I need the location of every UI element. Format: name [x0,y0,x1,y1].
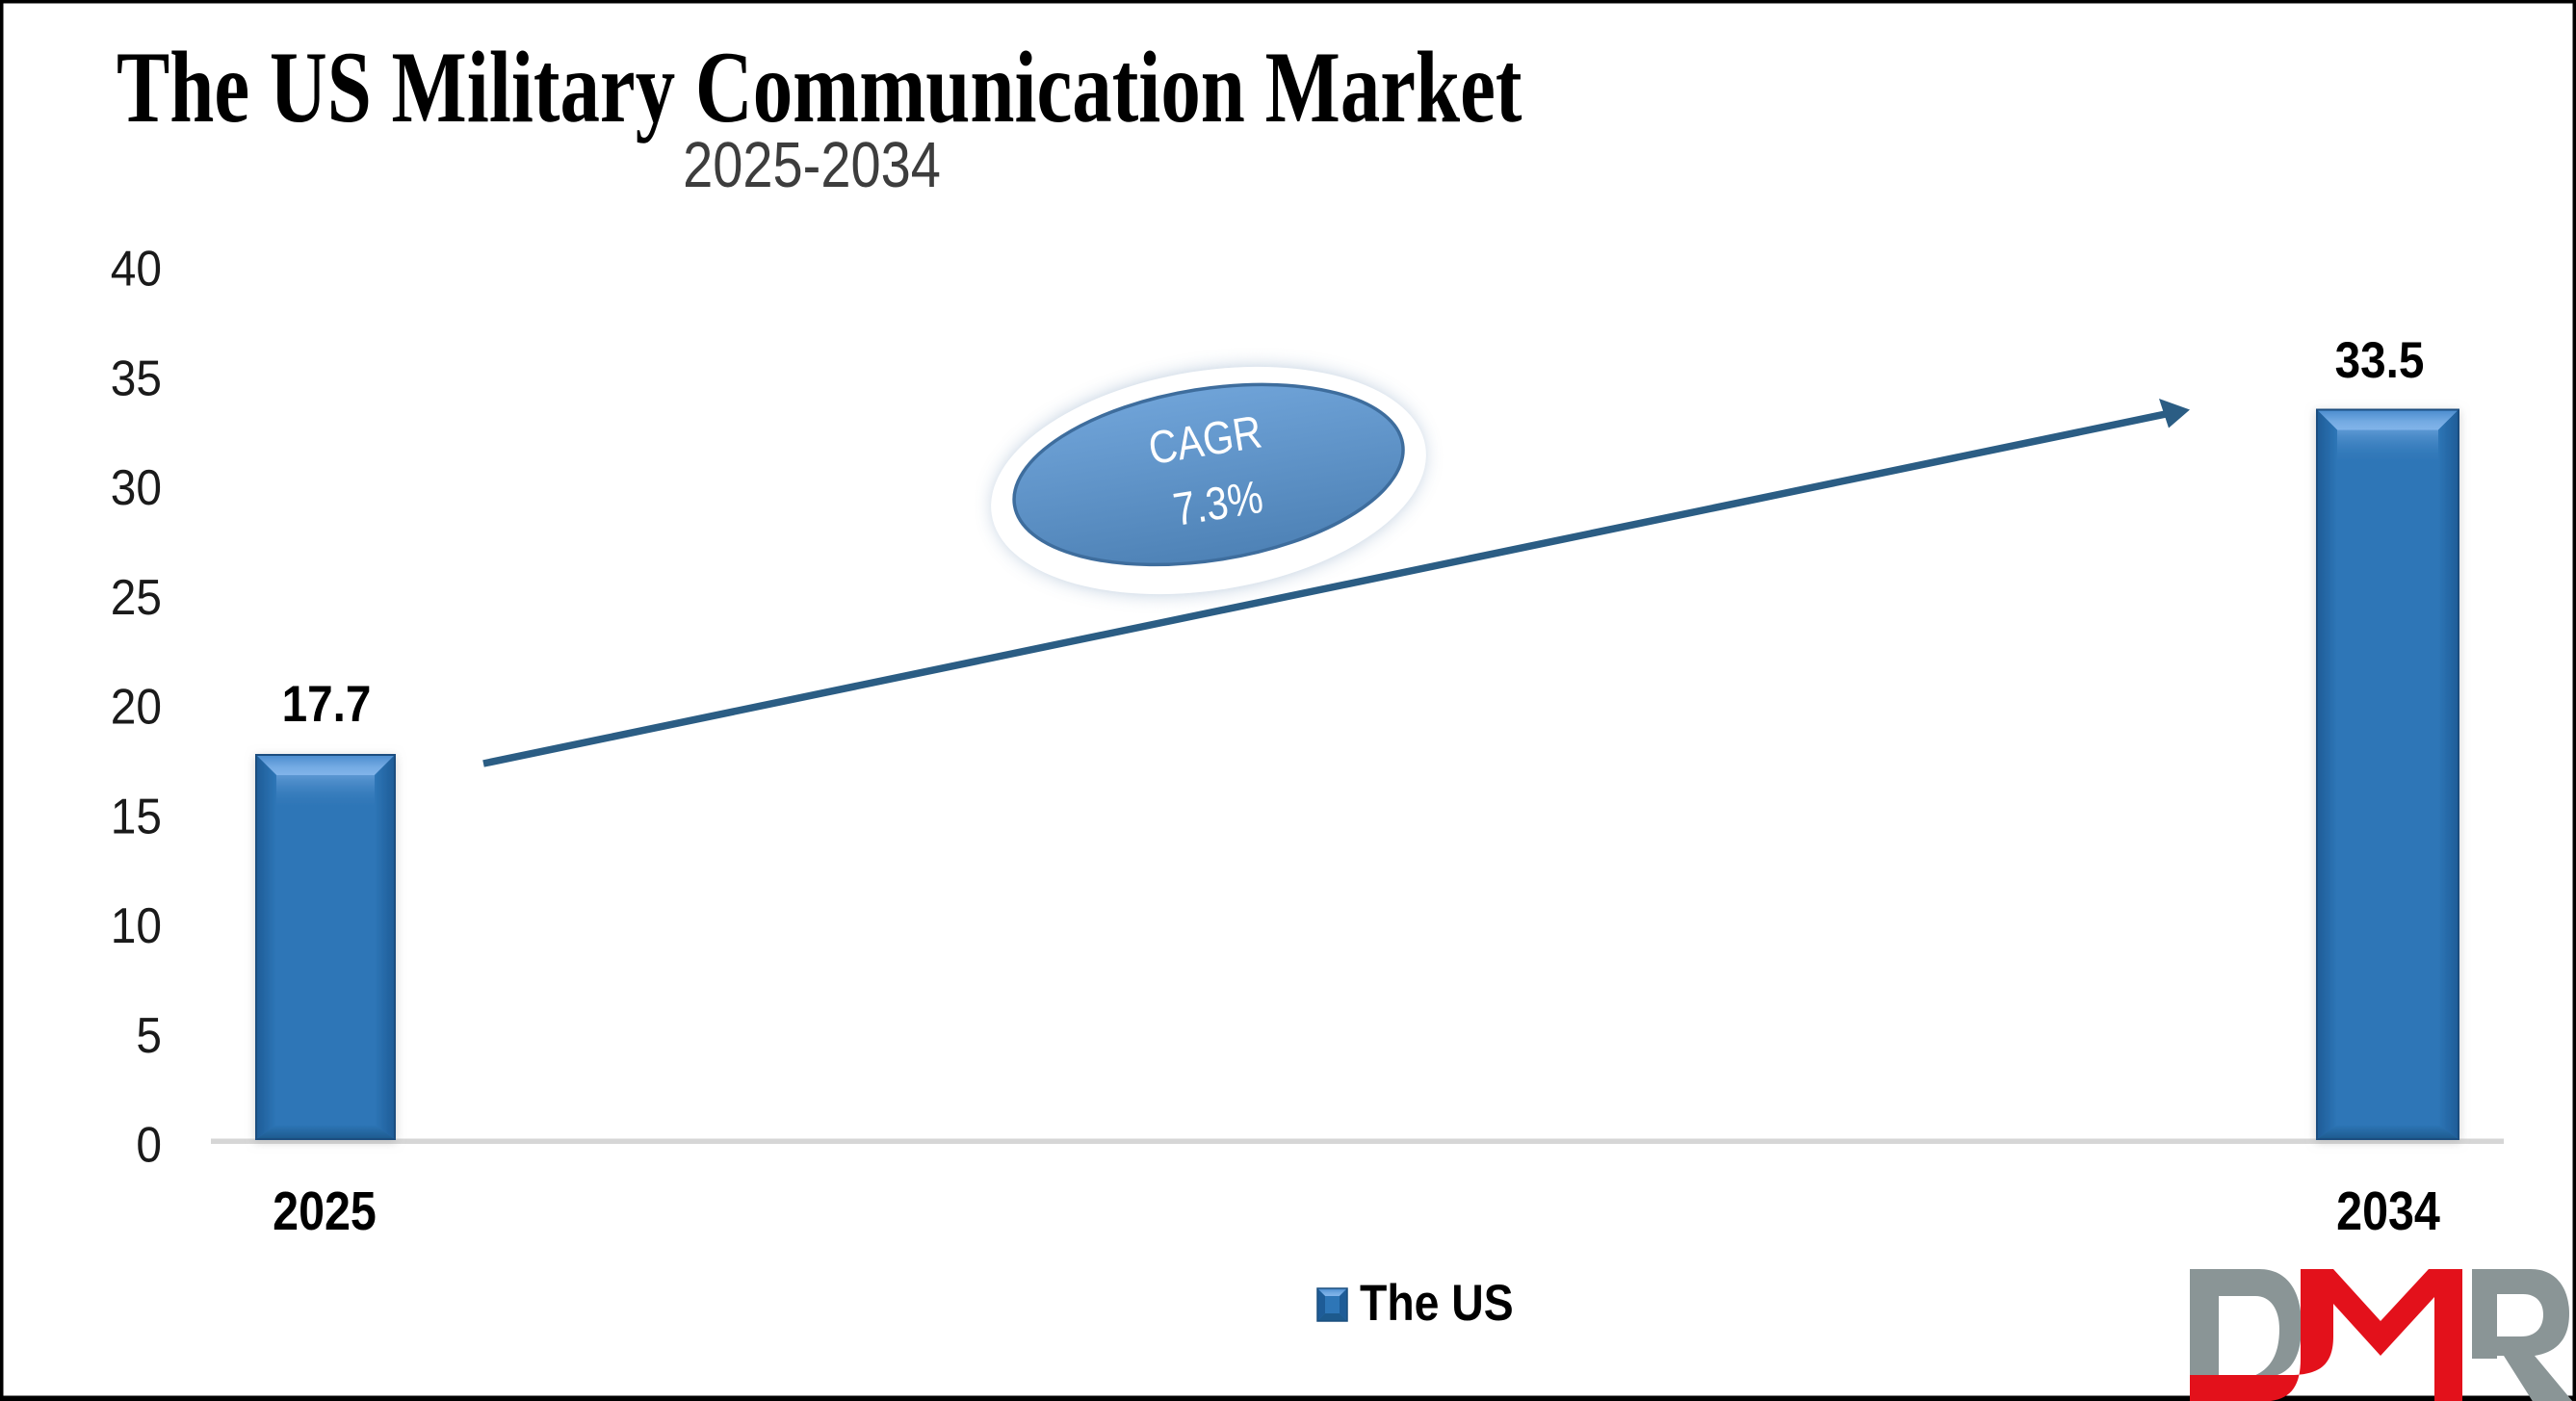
svg-text:33.5: 33.5 [2335,331,2425,389]
svg-text:2034: 2034 [2336,1180,2440,1242]
svg-text:40: 40 [111,241,162,297]
svg-text:2025-2034: 2025-2034 [683,129,941,201]
svg-text:17.7: 17.7 [282,675,372,733]
svg-text:0: 0 [136,1117,162,1173]
svg-text:The US: The US [1360,1274,1514,1332]
svg-text:30: 30 [111,459,162,515]
svg-text:10: 10 [111,897,162,953]
svg-text:25: 25 [111,569,162,625]
svg-text:20: 20 [111,679,162,735]
svg-text:The US Military Communication: The US Military Communication Market [117,30,1522,143]
svg-text:35: 35 [111,350,162,406]
svg-text:15: 15 [111,789,162,844]
svg-text:2025: 2025 [273,1180,377,1242]
svg-text:5: 5 [136,1007,162,1063]
